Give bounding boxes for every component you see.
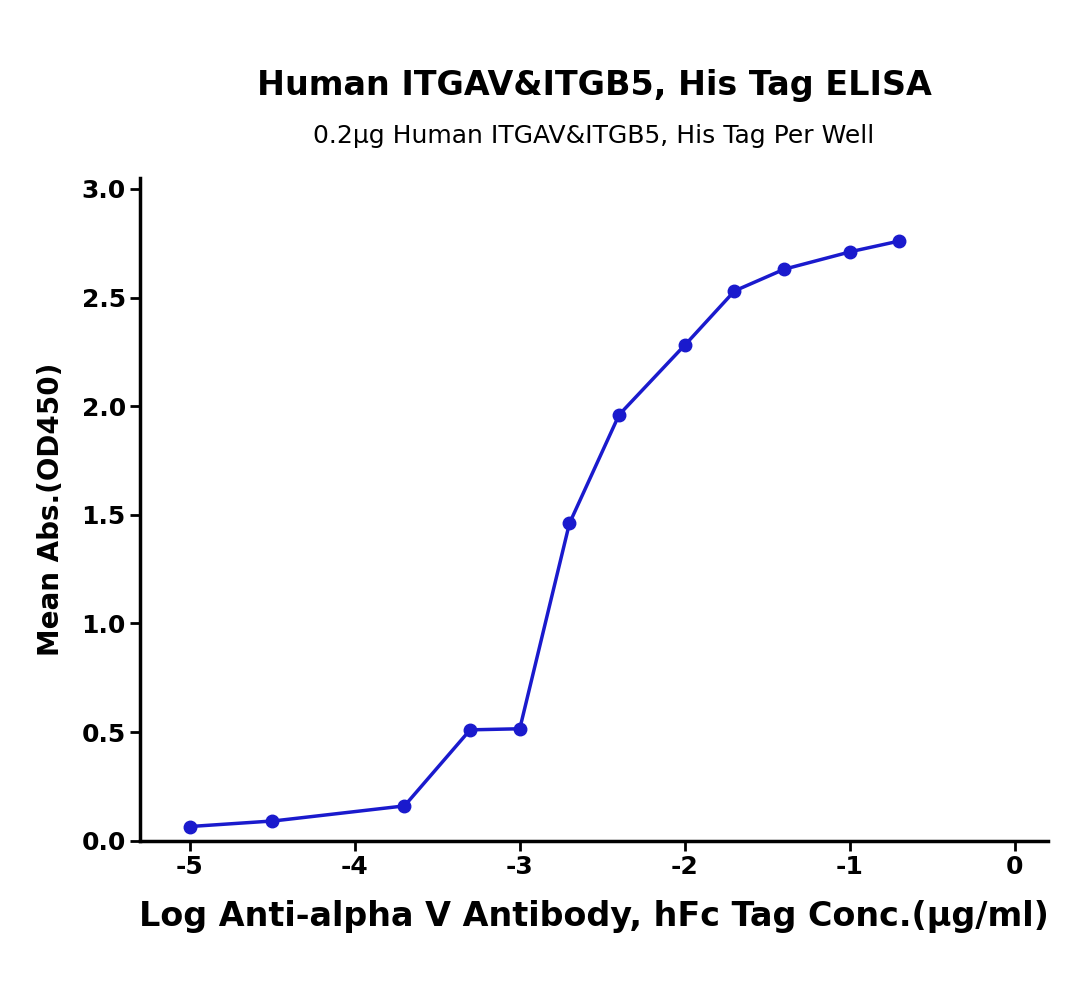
Text: Human ITGAV&ITGB5, His Tag ELISA: Human ITGAV&ITGB5, His Tag ELISA — [257, 69, 931, 102]
Text: 0.2μg Human ITGAV&ITGB5, His Tag Per Well: 0.2μg Human ITGAV&ITGB5, His Tag Per Wel… — [313, 124, 875, 147]
Y-axis label: Mean Abs.(OD450): Mean Abs.(OD450) — [37, 363, 65, 656]
X-axis label: Log Anti-alpha V Antibody, hFc Tag Conc.(μg/ml): Log Anti-alpha V Antibody, hFc Tag Conc.… — [139, 900, 1049, 933]
